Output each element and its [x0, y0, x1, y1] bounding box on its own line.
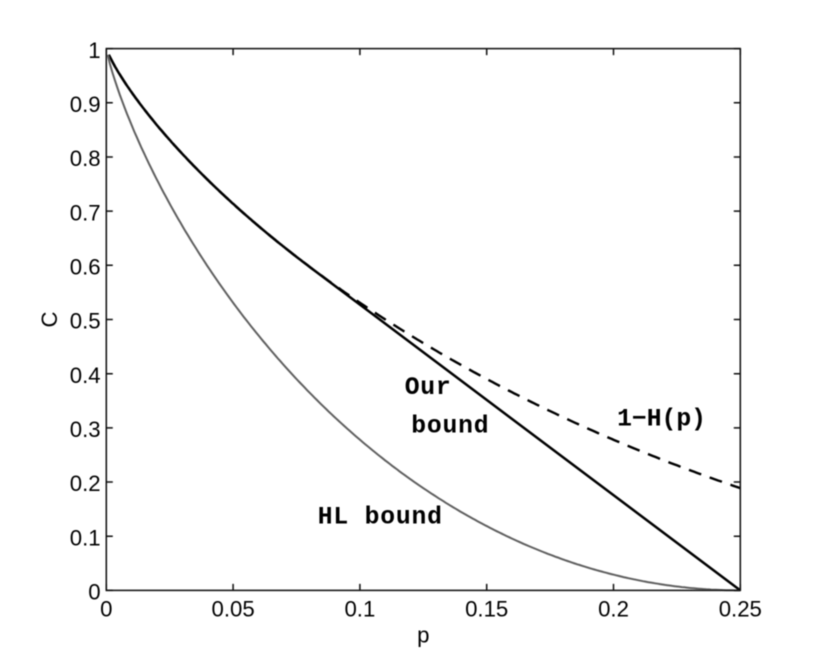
- svg-text:0: 0: [100, 597, 112, 622]
- svg-text:1: 1: [88, 38, 100, 63]
- svg-text:p: p: [417, 622, 429, 647]
- svg-text:0.9: 0.9: [70, 92, 101, 117]
- svg-text:0.5: 0.5: [70, 309, 101, 334]
- svg-text:0.25: 0.25: [719, 597, 762, 622]
- svg-text:1−H(p): 1−H(p): [617, 406, 706, 434]
- svg-text:0.2: 0.2: [598, 597, 629, 622]
- svg-text:0.6: 0.6: [70, 255, 101, 280]
- svg-text:Our: Our: [405, 374, 452, 402]
- svg-text:bound: bound: [411, 412, 489, 440]
- svg-text:0.1: 0.1: [70, 525, 101, 550]
- svg-text:0.7: 0.7: [70, 200, 101, 225]
- svg-text:0.4: 0.4: [70, 363, 101, 388]
- svg-text:0.15: 0.15: [465, 597, 508, 622]
- svg-text:0.3: 0.3: [70, 417, 101, 442]
- svg-text:0.05: 0.05: [212, 597, 255, 622]
- svg-text:0.2: 0.2: [70, 471, 101, 496]
- svg-text:0: 0: [88, 580, 100, 605]
- svg-text:C: C: [37, 311, 62, 327]
- svg-text:HL bound: HL bound: [318, 503, 443, 531]
- svg-text:0.1: 0.1: [344, 597, 375, 622]
- svg-text:0.8: 0.8: [70, 146, 101, 171]
